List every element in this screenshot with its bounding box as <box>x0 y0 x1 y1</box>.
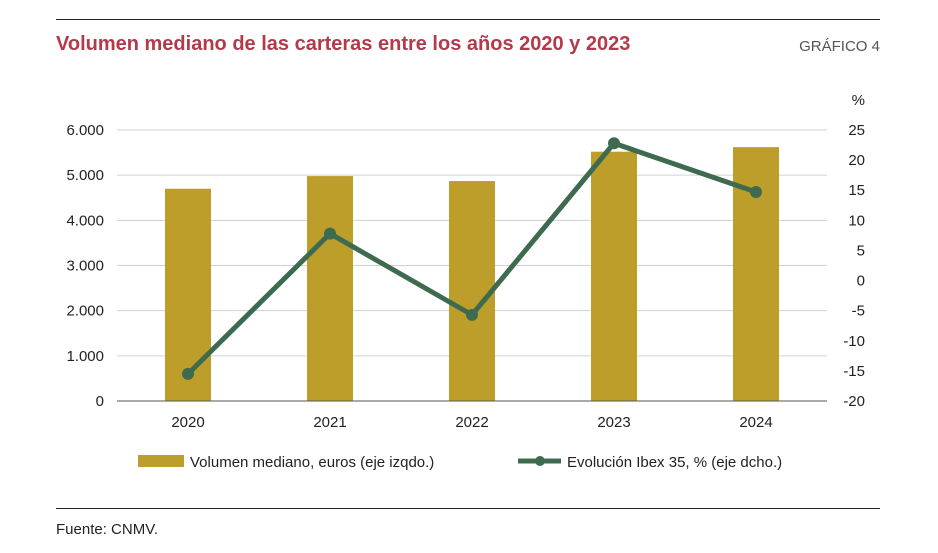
y-right-tick-label: 10 <box>848 212 865 229</box>
y-left-tick-label: 0 <box>96 393 104 410</box>
top-rule <box>56 19 880 20</box>
bar <box>449 181 495 401</box>
y-right-tick-label: 0 <box>857 273 865 290</box>
x-tick-label: 2021 <box>313 414 346 431</box>
y-left-tick-label: 3.000 <box>66 258 104 275</box>
bar <box>165 188 211 401</box>
y-left-tick-label: 4.000 <box>66 212 104 229</box>
y-right-tick-label: -20 <box>843 393 865 410</box>
legend-label-line: Evolución Ibex 35, % (eje dcho.) <box>567 454 782 471</box>
chart-title: Volumen mediano de las carteras entre lo… <box>56 33 631 55</box>
legend-swatch-marker <box>535 456 545 466</box>
y-right-tick-label: 20 <box>848 152 865 169</box>
bar <box>307 176 353 401</box>
source-note: Fuente: CNMV. <box>56 521 158 538</box>
y-right-tick-label: 5 <box>857 242 865 259</box>
y-right-unit-label: % <box>852 92 865 109</box>
line-point <box>324 227 336 240</box>
y-right-tick-label: -5 <box>852 303 865 320</box>
line-point <box>750 186 762 199</box>
line-point <box>466 308 478 321</box>
legend-label-bar: Volumen mediano, euros (eje izqdo.) <box>190 454 434 471</box>
line-series <box>182 137 762 380</box>
x-tick-label: 2024 <box>739 414 772 431</box>
bar <box>591 151 637 401</box>
y-right-tick-label: -10 <box>843 333 865 350</box>
legend-swatch-bar <box>138 455 184 467</box>
line-point <box>182 367 194 380</box>
bar-series <box>165 147 779 401</box>
y-left-tick-label: 1.000 <box>66 348 104 365</box>
y-left-tick-label: 2.000 <box>66 303 104 320</box>
x-tick-label: 2020 <box>171 414 204 431</box>
y-right-tick-label: 15 <box>848 182 865 199</box>
figure-number: GRÁFICO 4 <box>799 38 880 55</box>
y-left-tick-label: 6.000 <box>66 122 104 139</box>
y-right-tick-label: 25 <box>848 122 865 139</box>
x-tick-label: 2023 <box>597 414 630 431</box>
x-tick-label: 2022 <box>455 414 488 431</box>
bottom-rule <box>56 508 880 509</box>
axis-labels: 0 1.000 2.000 3.000 4.000 5.000 6.000 -20 -15 -10… <box>66 92 865 431</box>
legend: Volumen mediano, euros (eje izqdo.) Evol… <box>138 454 782 471</box>
line-point <box>608 137 620 150</box>
y-right-tick-label: -15 <box>843 363 865 380</box>
y-left-tick-label: 5.000 <box>66 167 104 184</box>
